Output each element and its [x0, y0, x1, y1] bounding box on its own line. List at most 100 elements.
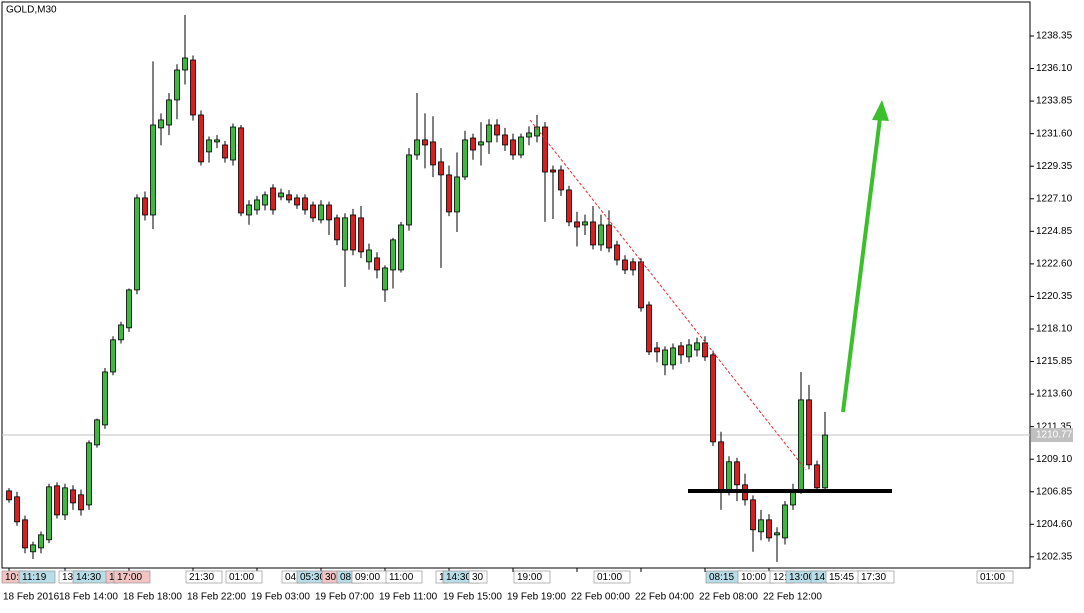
- candle-body: [390, 239, 396, 271]
- candle-body: [470, 137, 476, 151]
- candle-body: [590, 221, 596, 246]
- time-marker-label: 1: [439, 572, 445, 583]
- time-marker-label: 19:00: [517, 572, 542, 583]
- time-marker-label: 10:00: [741, 572, 766, 583]
- candle-body: [62, 487, 68, 516]
- x-tick-label: 19 Feb 03:00: [251, 592, 310, 603]
- candle-body: [414, 139, 420, 156]
- candle-body: [158, 119, 164, 129]
- candle-body: [302, 197, 308, 211]
- candle-body: [230, 126, 236, 161]
- plot-frame: [1, 1, 1031, 569]
- candle-body: [382, 267, 388, 291]
- candle-body: [150, 124, 156, 216]
- x-tick-label: 22 Feb 00:00: [571, 592, 630, 603]
- candle-body: [502, 134, 508, 146]
- candle-body: [486, 124, 492, 143]
- candle-body: [694, 342, 700, 351]
- candle-body: [278, 192, 284, 198]
- time-marker: [976, 570, 1014, 584]
- x-tick-label: 22 Feb 08:00: [699, 592, 758, 603]
- candle-body: [582, 221, 588, 226]
- time-marker-label: 30: [472, 572, 484, 583]
- candle-body: [70, 489, 76, 504]
- x-tick-label: 18 Feb 18:00: [123, 592, 182, 603]
- candle-body: [334, 217, 340, 241]
- time-marker: [513, 570, 551, 584]
- candle-body: [310, 204, 316, 219]
- time-marker-label: 30: [325, 572, 337, 583]
- candle-body: [598, 224, 604, 246]
- time-marker: [185, 570, 223, 584]
- candle-body: [702, 342, 708, 358]
- candle-body: [654, 347, 660, 353]
- candle-body: [286, 194, 292, 201]
- time-marker-label: 01:00: [597, 572, 622, 583]
- current-price-label: 1210.77: [1036, 430, 1073, 441]
- y-tick-label: 1209.10: [1036, 454, 1073, 465]
- candle-body: [462, 139, 468, 178]
- candle-body: [102, 371, 108, 426]
- candle-body: [422, 139, 428, 146]
- candle-body: [270, 187, 276, 211]
- candle-body: [478, 141, 484, 146]
- candle-body: [550, 169, 556, 173]
- candle-body: [350, 214, 356, 251]
- y-tick-label: 1204.60: [1036, 519, 1073, 530]
- candle-body: [374, 257, 380, 271]
- chart-title: GOLD,M30: [6, 5, 57, 16]
- candle-body: [22, 519, 28, 549]
- time-marker: [225, 570, 263, 584]
- time-marker-label: 14:30: [446, 572, 471, 583]
- y-tick-label: 1236.10: [1036, 63, 1073, 74]
- candle-body: [542, 126, 548, 173]
- x-tick-label: 19 Feb 19:00: [507, 592, 566, 603]
- time-marker-label: 09:00: [355, 572, 380, 583]
- candle-body: [710, 354, 716, 443]
- y-tick-label: 1229.35: [1036, 161, 1073, 172]
- arrow-head: [872, 100, 889, 121]
- time-marker-label: 14:: [814, 572, 828, 583]
- candle-body: [238, 127, 244, 214]
- time-marker-label: 14:30: [76, 572, 101, 583]
- candle-body: [630, 261, 636, 271]
- candle-body: [94, 419, 100, 446]
- time-marker-label: 17:30: [861, 572, 886, 583]
- candle-body: [14, 496, 20, 523]
- candle-body: [526, 132, 532, 138]
- candle-body: [214, 139, 220, 143]
- candle-body: [406, 154, 412, 226]
- candle-body: [398, 224, 404, 271]
- time-marker-label: 05:30: [300, 572, 325, 583]
- candle-body: [454, 176, 460, 213]
- candle-body: [246, 204, 252, 216]
- candle-body: [822, 434, 828, 489]
- candle-body: [54, 485, 60, 516]
- x-tick-label: 18 Feb 2016: [3, 592, 60, 603]
- candle-body: [118, 324, 124, 341]
- candle-body: [126, 289, 132, 329]
- candle-body: [78, 494, 84, 511]
- candle-body: [366, 249, 372, 263]
- arrow-shaft: [841, 117, 882, 413]
- candle-body: [806, 399, 812, 466]
- candle-body: [750, 499, 756, 531]
- y-tick-label: 1227.10: [1036, 193, 1073, 204]
- candle-body: [566, 189, 572, 223]
- candle-body: [646, 304, 652, 353]
- candle-body: [110, 339, 116, 373]
- candle-body: [326, 204, 332, 221]
- candle-body: [766, 519, 772, 539]
- time-marker: [593, 570, 631, 584]
- candle-body: [318, 204, 324, 221]
- time-marker: [113, 570, 151, 584]
- candle-body: [30, 544, 36, 553]
- candle-body: [758, 519, 764, 533]
- candle-body: [6, 490, 12, 501]
- y-tick-label: 1211.35: [1036, 421, 1072, 432]
- y-tick-label: 1238.35: [1036, 31, 1073, 42]
- time-marker: [18, 570, 56, 584]
- candle-body: [638, 261, 644, 309]
- candle-body: [134, 197, 140, 291]
- time-marker-label: 21:30: [189, 572, 214, 583]
